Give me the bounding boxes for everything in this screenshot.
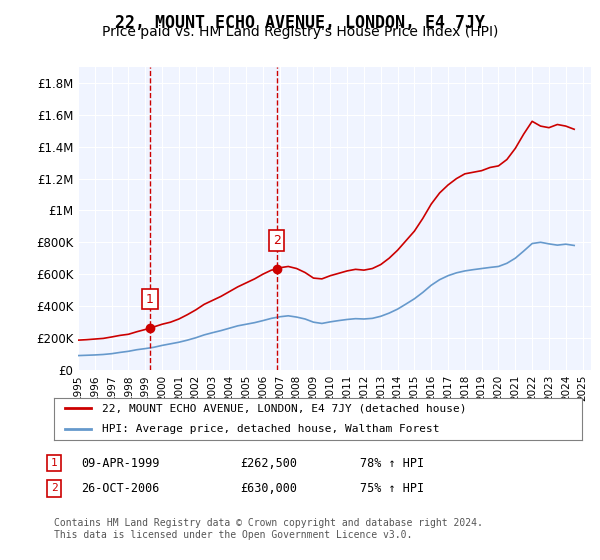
Text: HPI: Average price, detached house, Waltham Forest: HPI: Average price, detached house, Walt… (101, 424, 439, 434)
Text: 2: 2 (50, 483, 58, 493)
Text: 75% ↑ HPI: 75% ↑ HPI (360, 482, 424, 495)
Text: 1: 1 (50, 458, 58, 468)
Text: 22, MOUNT ECHO AVENUE, LONDON, E4 7JY (detached house): 22, MOUNT ECHO AVENUE, LONDON, E4 7JY (d… (101, 403, 466, 413)
Text: 22, MOUNT ECHO AVENUE, LONDON, E4 7JY: 22, MOUNT ECHO AVENUE, LONDON, E4 7JY (115, 14, 485, 32)
Text: Contains HM Land Registry data © Crown copyright and database right 2024.
This d: Contains HM Land Registry data © Crown c… (54, 518, 483, 540)
Text: 09-APR-1999: 09-APR-1999 (81, 456, 160, 470)
Text: 1: 1 (146, 293, 154, 306)
Text: £630,000: £630,000 (240, 482, 297, 495)
Text: Price paid vs. HM Land Registry's House Price Index (HPI): Price paid vs. HM Land Registry's House … (102, 25, 498, 39)
Text: £262,500: £262,500 (240, 456, 297, 470)
Text: 2: 2 (273, 234, 281, 247)
Text: 78% ↑ HPI: 78% ↑ HPI (360, 456, 424, 470)
Text: 26-OCT-2006: 26-OCT-2006 (81, 482, 160, 495)
